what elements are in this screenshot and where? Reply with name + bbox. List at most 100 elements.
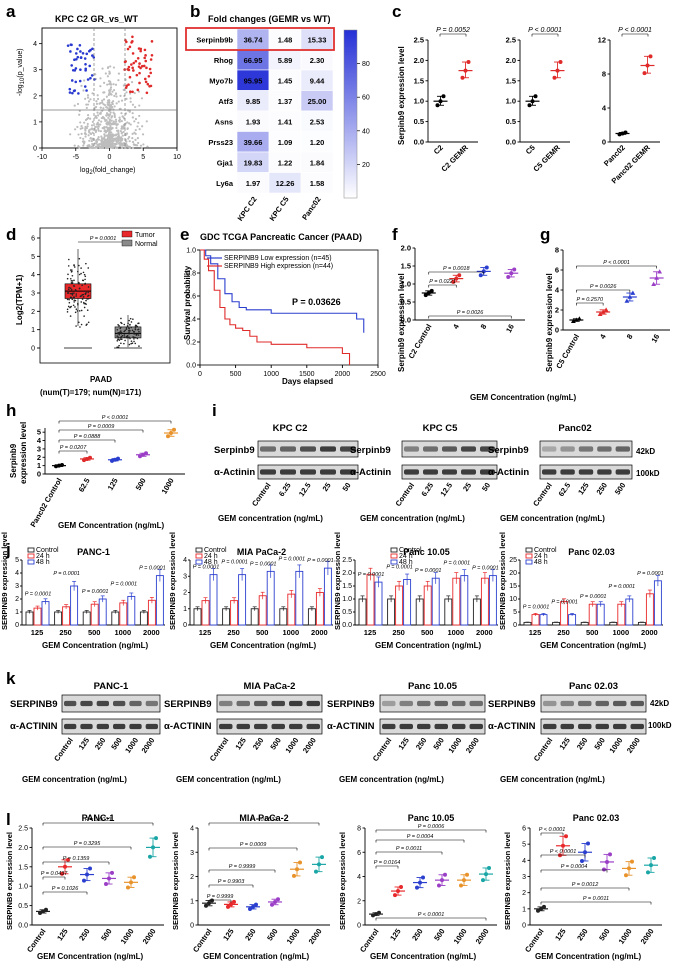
panel-letter-b: b <box>190 2 200 21</box>
volcano-point-down <box>76 47 79 51</box>
volcano-point-gray <box>112 83 115 86</box>
y-tick-label: 1.5 <box>401 262 411 271</box>
volcano-point-gray <box>109 88 112 91</box>
volcano-point-gray <box>107 135 110 138</box>
i-lane-label: 25 <box>320 481 332 493</box>
volcano-point-up <box>128 75 132 79</box>
j-ytick-label: 0 <box>513 622 517 629</box>
i-lane-label: 25 <box>461 481 473 493</box>
j-p-label: P = 0.0001 <box>444 561 471 567</box>
y-tick-label: 2 <box>190 874 194 881</box>
heatmap-row-label: Myo7b <box>209 76 233 85</box>
k-xlabel: GEM concentration (ng/mL) <box>500 775 605 784</box>
d-point-normal <box>130 340 133 342</box>
j-ytick-label: 0 <box>15 622 19 629</box>
heatmap: Serpinb9b 36.74 1.48 15.33 Rhog 66.95 5.89 2.30… <box>196 28 334 223</box>
d-point-tumor <box>68 301 71 304</box>
km-title: GDC TCGA Pancreatic Cancer (PAAD) <box>200 232 362 242</box>
k-row-label: α-ACTININ <box>10 721 58 732</box>
d-point-tumor <box>73 292 75 294</box>
k-actinin-frame <box>379 718 486 735</box>
volcano-point-gray <box>117 72 121 75</box>
p-value-label: P = 0.0011 <box>396 846 422 852</box>
d-point-tumor <box>78 321 80 324</box>
d-point-tumor <box>69 306 71 309</box>
category-label: C2 GEMR <box>439 143 470 174</box>
category-label: 16 <box>649 333 661 345</box>
p-value-label: P = 0.0009 <box>240 842 267 848</box>
i-serpinb9-band <box>260 446 276 452</box>
i-lane-label: 50 <box>340 481 352 493</box>
y-tick-label: 2.5 <box>18 826 28 833</box>
volcano-point-gray <box>99 111 102 114</box>
volcano-point-gray <box>134 128 137 132</box>
d-point-tumor <box>82 296 85 298</box>
volcano-point-gray <box>106 75 109 78</box>
volcano-point-gray <box>101 67 104 70</box>
i-mw-42: 42kD <box>636 447 655 456</box>
d-point-normal <box>128 319 130 322</box>
category-label: 125 <box>388 927 403 942</box>
category-label: Control <box>25 927 48 954</box>
volcano-point-gray <box>119 129 122 133</box>
volcano-point-gray <box>84 97 87 100</box>
category-label: 62.5 <box>77 477 92 494</box>
d-ylabel: Log2(TPM+1) <box>15 274 24 325</box>
volcano-point-down <box>71 68 75 72</box>
j-legend-label: 24 h <box>399 553 413 560</box>
d-p-value: P = 0.0001 <box>90 236 117 242</box>
volcano-point-down <box>73 58 76 62</box>
category-label: 2000 <box>141 927 158 946</box>
volcano-point-up <box>137 65 141 68</box>
d-legend-swatch-normal <box>121 239 133 247</box>
volcano-point-down <box>74 67 78 70</box>
volcano-point-up <box>130 63 133 66</box>
i-actinin-band <box>260 469 276 475</box>
km-ytick-label: 0.4 <box>186 317 196 324</box>
k-lane-label: 125 <box>233 736 248 751</box>
p-value-label: P = 0.0221 <box>429 279 456 285</box>
volcano-point-down <box>70 79 74 82</box>
volcano-point-gray <box>110 115 114 118</box>
volcano-point-up <box>149 58 153 61</box>
j-chart-title: Panc 02.03 <box>568 547 615 557</box>
j-bar <box>637 621 646 626</box>
g-plot: 0 2 4 6 8 C5 Control 4 8 16 P < 0.0001 P = 0.0026 P… <box>554 246 670 370</box>
i-row-label: Serpinb9 <box>488 445 529 456</box>
j-legend-swatch <box>525 559 533 565</box>
k-actinin-frame <box>216 718 323 735</box>
volcano-point-gray <box>106 83 109 86</box>
k-mw-100: 100kD <box>648 721 672 730</box>
y-tick-label: 1.0 <box>18 884 28 891</box>
d-point-normal <box>135 334 138 336</box>
y-tick-label: 0.5 <box>414 117 424 126</box>
j-xtick-label: 125 <box>199 628 212 637</box>
k-row-label: α-ACTININ <box>327 721 375 732</box>
volcano-point-gray <box>84 133 87 136</box>
k-lane-label: Control <box>208 736 231 763</box>
volcano-point-gray <box>114 118 118 121</box>
volcano-point-gray <box>109 125 112 128</box>
volcano-point-gray <box>96 111 99 114</box>
volcano-point-gray <box>88 146 91 149</box>
d-point-tumor <box>74 311 77 314</box>
d-point-normal <box>131 329 134 332</box>
j-legend-label: 48 h <box>204 559 218 566</box>
j-bar <box>258 595 267 626</box>
volcano-point-gray <box>95 125 99 129</box>
volcano-point-gray <box>79 127 82 130</box>
k-serpinb9-band <box>399 700 413 707</box>
d-point-tumor <box>77 304 79 306</box>
volcano-point-gray <box>120 112 123 115</box>
volcano-point-down <box>89 48 92 52</box>
panel-letter-i: i <box>212 401 217 420</box>
volcano-point-down <box>75 57 78 61</box>
volcano-point-gray <box>120 132 123 135</box>
volcano-point-down <box>81 52 85 55</box>
heatmap-row-label: Rhog <box>214 56 234 65</box>
d-point-tumor <box>85 262 87 265</box>
d-point-tumor <box>79 295 82 298</box>
j-xtick-label: 500 <box>586 628 599 637</box>
